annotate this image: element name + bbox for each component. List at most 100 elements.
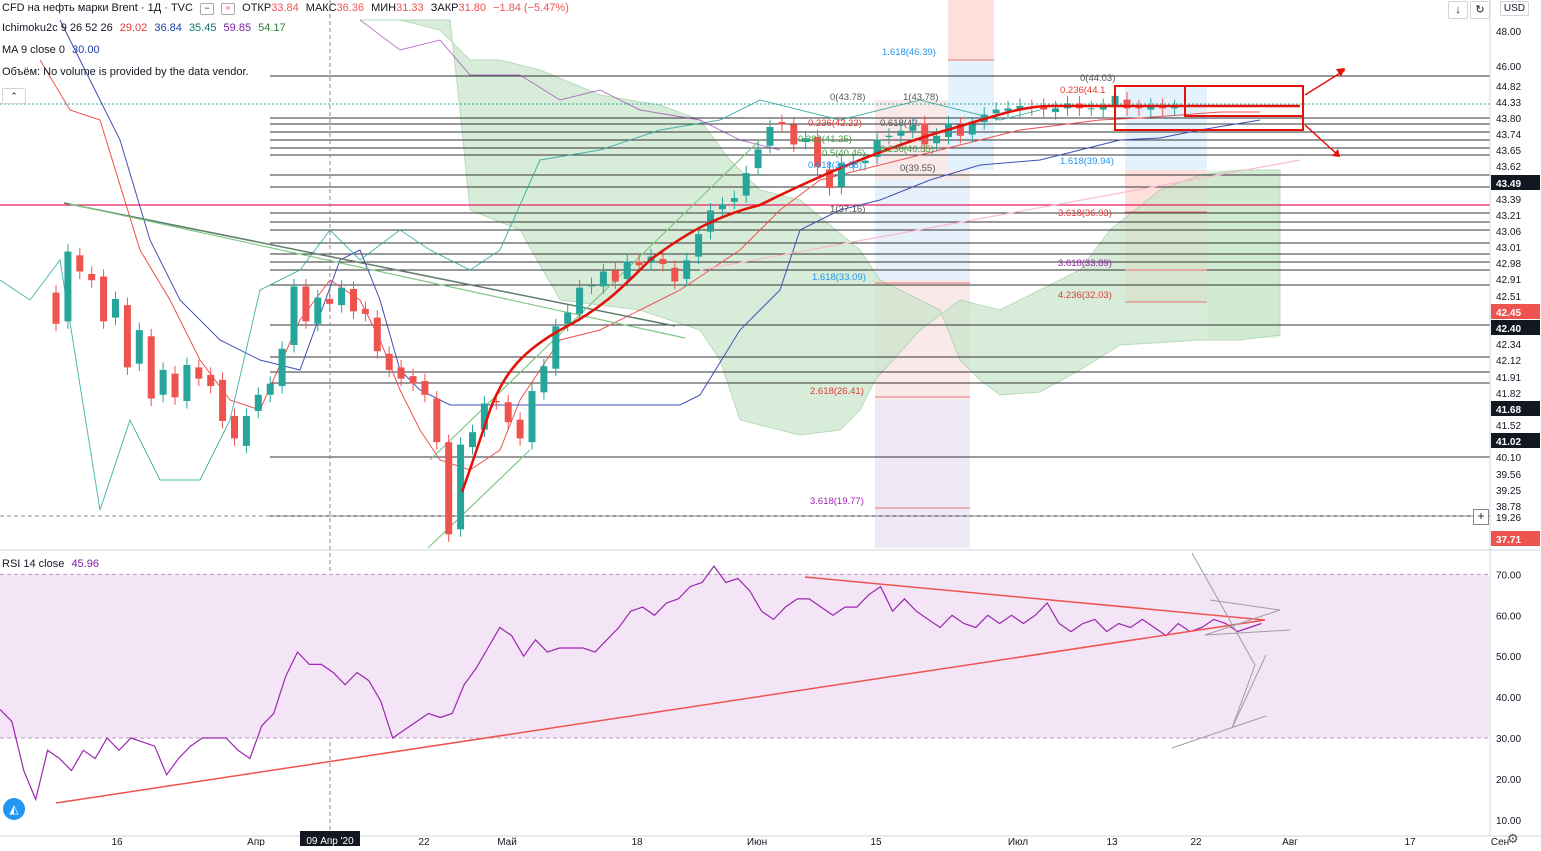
price-axis-label: 43.49 bbox=[1496, 179, 1521, 190]
candle-body bbox=[802, 138, 810, 142]
refresh-icon[interactable]: ↻ bbox=[1470, 1, 1490, 19]
time-axis-label: Июн bbox=[747, 837, 767, 846]
time-axis-label: 16 bbox=[111, 837, 123, 846]
candle-body bbox=[754, 149, 762, 169]
arrow-down-icon[interactable]: ↓ bbox=[1448, 1, 1468, 19]
time-axis-label: Авг bbox=[1282, 837, 1298, 846]
ma-legend[interactable]: MA 9 close 0 30.00 bbox=[2, 44, 104, 56]
rsi-legend[interactable]: RSI 14 close 45.96 bbox=[2, 558, 103, 570]
ichimoku-label: Ichimoku2c 9 26 52 26 bbox=[2, 22, 113, 34]
collapse-legend-icon[interactable]: ⌃ bbox=[2, 88, 26, 104]
fib-label: 0.382(41.25) bbox=[798, 134, 852, 145]
ichimoku-value-1: 29.02 bbox=[119, 22, 148, 34]
price-axis-label: 42.45 bbox=[1496, 308, 1521, 319]
candle-body bbox=[314, 297, 322, 324]
red-arrow-up-head bbox=[1336, 68, 1345, 77]
high-label: МАКС bbox=[305, 2, 337, 14]
candle-body bbox=[921, 123, 929, 145]
rsi-grey-line-2 bbox=[1171, 715, 1267, 749]
candle-body bbox=[433, 398, 441, 443]
candle-body bbox=[254, 394, 262, 411]
candle-body bbox=[207, 374, 215, 387]
price-axis-label: 41.02 bbox=[1496, 437, 1521, 448]
price-axis-label: 46.00 bbox=[1496, 62, 1521, 73]
rsi-axis-label: 40.00 bbox=[1496, 693, 1521, 704]
candle-body bbox=[992, 109, 1000, 114]
candle-body bbox=[826, 169, 833, 189]
price-axis-label: 39.56 bbox=[1496, 470, 1521, 481]
candle-body bbox=[361, 308, 369, 314]
time-axis-label: Июл bbox=[1008, 837, 1028, 846]
candle-body bbox=[302, 286, 310, 322]
candle-body bbox=[492, 401, 500, 403]
candle-body bbox=[1052, 108, 1060, 113]
candle-body bbox=[968, 124, 976, 135]
price-axis-label: 42.34 bbox=[1496, 340, 1521, 351]
price-axis-label: 41.82 bbox=[1496, 389, 1521, 400]
time-axis-badge bbox=[300, 831, 360, 846]
compare-icon[interactable]: ≈ bbox=[221, 3, 236, 15]
price-axis-badge bbox=[1491, 304, 1540, 319]
fib-label: 4.236(32.03) bbox=[1058, 290, 1112, 301]
candle-body bbox=[1087, 108, 1095, 110]
candle-body bbox=[599, 271, 607, 287]
price-axis-bg bbox=[1490, 0, 1541, 846]
candle-body bbox=[1016, 105, 1024, 110]
rsi-line bbox=[0, 565, 1262, 802]
time-axis-label: 13 bbox=[1106, 837, 1118, 846]
close-value: 31.80 bbox=[458, 2, 486, 14]
rsi-axis-label: 20.00 bbox=[1496, 775, 1521, 786]
price-axis-label: 44.33 bbox=[1496, 98, 1521, 109]
red-arrow-down-line bbox=[1304, 124, 1339, 156]
candle-body bbox=[564, 312, 572, 324]
candle-body bbox=[909, 125, 917, 131]
rsi-band bbox=[0, 574, 1490, 738]
minimize-icon[interactable]: − bbox=[200, 3, 215, 15]
candle-body bbox=[718, 204, 726, 210]
price-axis-label: 19.26 bbox=[1496, 513, 1521, 524]
candle-body bbox=[1004, 108, 1012, 111]
candle-body bbox=[730, 198, 738, 202]
fib-label: 1.618(33.09) bbox=[812, 272, 866, 283]
currency-badge[interactable]: USD bbox=[1499, 1, 1529, 16]
candle-body bbox=[338, 287, 346, 306]
fib-label: 0.236(44.1 bbox=[1060, 85, 1105, 96]
candle-body bbox=[219, 379, 227, 421]
price-axis-badge bbox=[1491, 401, 1540, 416]
price-axis-label: 43.65 bbox=[1496, 146, 1521, 157]
ascending-channel-lower bbox=[427, 449, 531, 549]
candle-body bbox=[159, 369, 167, 395]
rsi-axis-label: 10.00 bbox=[1496, 816, 1521, 827]
candle-body bbox=[469, 432, 476, 448]
change-value: −1.84 (−5.47%) bbox=[493, 2, 569, 14]
ichimoku-legend[interactable]: Ichimoku2c 9 26 52 26 29.02 36.84 35.45 … bbox=[2, 22, 290, 34]
candle-body bbox=[695, 234, 703, 257]
candle-body bbox=[112, 298, 119, 318]
time-axis-label: 17 bbox=[1404, 837, 1416, 846]
rsi-grey-line-3 bbox=[1204, 599, 1291, 636]
symbol-legend: CFD на нефть марки Brent · 1Д · TVC − ≈ … bbox=[2, 2, 573, 15]
candle-body bbox=[480, 403, 488, 430]
price-axis-label: 42.40 bbox=[1496, 324, 1521, 335]
add-crosshair-icon[interactable]: + bbox=[1473, 509, 1489, 525]
rsi-axis-label: 70.00 bbox=[1496, 570, 1521, 581]
fib-label: 3.618(36.93) bbox=[1058, 208, 1112, 219]
time-axis-label: 18 bbox=[631, 837, 643, 846]
candle-body bbox=[837, 163, 845, 187]
candle-body bbox=[623, 261, 631, 279]
candle-body bbox=[814, 137, 822, 167]
candle-body bbox=[552, 326, 560, 369]
tradingview-logo-icon[interactable]: ◭ bbox=[3, 798, 25, 820]
red-arrow-down-head bbox=[1332, 149, 1340, 157]
red-trend-curve bbox=[460, 104, 1300, 493]
price-axis-label: 42.98 bbox=[1496, 259, 1521, 270]
candle-body bbox=[1147, 105, 1155, 110]
settings-gear-icon[interactable]: ⚙ bbox=[1507, 831, 1519, 846]
rsi-axis-label: 30.00 bbox=[1496, 734, 1521, 745]
candle-body bbox=[409, 376, 417, 384]
high-value: 36.36 bbox=[336, 2, 365, 14]
price-axis-label: 41.52 bbox=[1496, 421, 1521, 432]
price-axis-badge bbox=[1491, 531, 1540, 546]
